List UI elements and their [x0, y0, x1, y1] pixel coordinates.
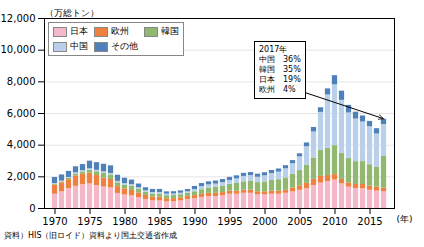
html-text:資料）HIS（旧ロイド）資料より国土交通省作成: 資料）HIS（旧ロイド）資料より国土交通省作成 — [4, 231, 178, 240]
svg-text:2005: 2005 — [287, 216, 312, 227]
svg-text:10,000: 10,000 — [1, 44, 36, 55]
svg-text:(年): (年) — [397, 214, 413, 224]
svg-text:2000: 2000 — [252, 216, 277, 227]
html-text:欧州: 欧州 — [111, 26, 129, 36]
svg-text:（万総トン）: （万総トン） — [45, 8, 99, 18]
svg-text:1980: 1980 — [112, 216, 137, 227]
svg-text:1975: 1975 — [77, 216, 102, 227]
svg-text:2,000: 2,000 — [7, 171, 36, 182]
svg-text:8,000: 8,000 — [7, 76, 36, 87]
html-text:中国: 中国 — [70, 41, 88, 51]
svg-text:12,000: 12,000 — [1, 13, 36, 24]
html-text:その他: その他 — [111, 41, 138, 51]
svg-text:1985: 1985 — [147, 216, 172, 227]
svg-text:0: 0 — [29, 203, 35, 214]
svg-text:1990: 1990 — [182, 216, 207, 227]
svg-text:2015: 2015 — [357, 216, 382, 227]
svg-text:4,000: 4,000 — [7, 139, 36, 150]
html-text:2017年 中国 36% 韓国 35% 日本 19% 欧州: 2017年 中国 36% 韓国 35% 日本 19% 欧州 4% — [259, 44, 301, 94]
svg-text:2010: 2010 — [322, 216, 347, 227]
html-text:日本: 日本 — [70, 26, 88, 36]
svg-text:1970: 1970 — [42, 216, 67, 227]
svg-text:1995: 1995 — [217, 216, 242, 227]
html-text:韓国: 韓国 — [161, 26, 179, 36]
svg-text:6,000: 6,000 — [7, 108, 36, 119]
